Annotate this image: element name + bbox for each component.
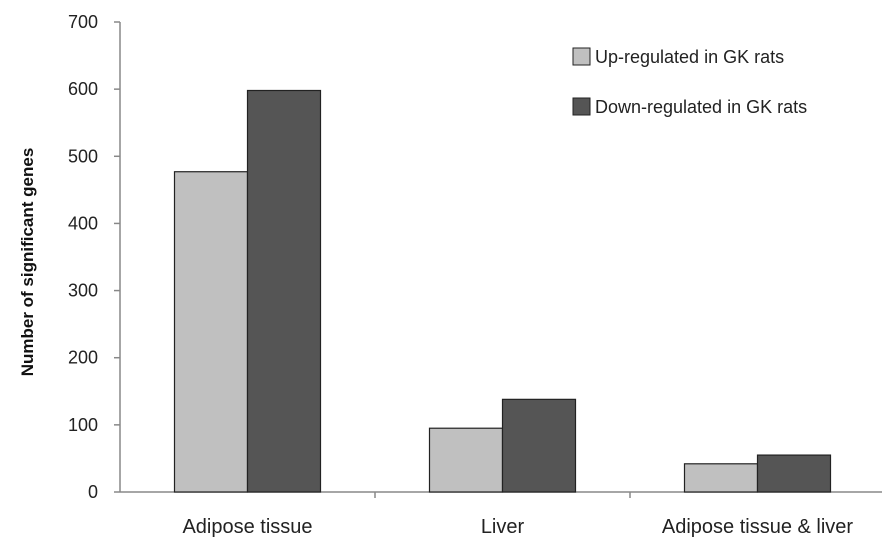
x-category-label: Adipose tissue & liver	[662, 516, 854, 537]
y-tick-label: 100	[68, 415, 98, 435]
axes: 0 100 200 300 400 500 600 700 Adipose tissue Live…	[68, 12, 882, 537]
y-tick-label: 600	[68, 79, 98, 99]
legend: Up-regulated in GK rats Down-regulated in…	[572, 47, 807, 117]
legend-label: Up-regulated in GK rats	[595, 47, 784, 67]
bars	[173, 89, 832, 493]
bar	[428, 427, 504, 493]
legend-swatch	[572, 47, 591, 66]
bar	[173, 171, 249, 493]
bar	[683, 463, 759, 493]
y-tick-label: 500	[68, 146, 98, 166]
legend-label: Down-regulated in GK rats	[595, 97, 807, 117]
x-category-label: Liver	[481, 516, 525, 537]
legend-swatch	[572, 97, 591, 116]
y-tick-label: 700	[68, 12, 98, 32]
bar	[246, 89, 322, 493]
bar	[501, 398, 577, 493]
y-tick-label: 0	[88, 482, 98, 502]
x-category-label: Adipose tissue	[182, 516, 312, 537]
y-tick-label: 200	[68, 348, 98, 368]
y-tick-label: 400	[68, 213, 98, 233]
bar	[756, 454, 832, 493]
y-axis-label: Number of significant genes	[18, 148, 37, 377]
y-tick-label: 300	[68, 281, 98, 301]
